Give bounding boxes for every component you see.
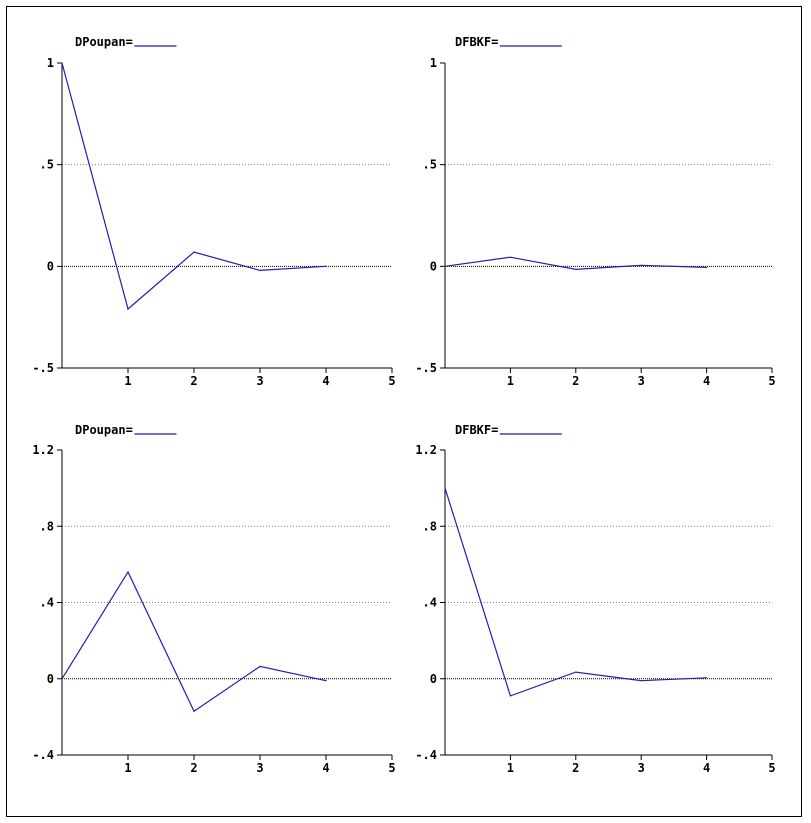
data-point [61,62,63,64]
data-point [706,266,708,268]
y-tick-label: 1.2 [32,443,54,457]
data-point [509,695,511,697]
x-tick-label: 1 [124,374,131,388]
x-tick-label: 3 [638,374,645,388]
data-point [706,677,708,679]
y-tick-label: 1 [430,56,437,70]
x-tick-label: 3 [256,761,263,775]
legend-label: DPoupan= [75,423,133,437]
data-point [127,308,129,310]
data-point [575,268,577,270]
data-point [444,265,446,267]
data-point [325,265,327,267]
figure-frame [6,6,802,817]
y-tick-label: 0 [430,672,437,686]
x-tick-label: 5 [768,374,775,388]
data-point [325,680,327,682]
y-tick-label: -.5 [32,361,54,375]
y-tick-label: 1 [47,56,54,70]
x-tick-label: 3 [638,761,645,775]
data-point [61,678,63,680]
x-tick-label: 3 [256,374,263,388]
chart-panel: 1 .5 0 -.5 1 2 3 4 5 DPoupan= [32,35,395,388]
y-tick-label: -.4 [415,748,437,762]
data-point [640,680,642,682]
x-tick-label: 1 [507,374,514,388]
x-tick-label: 5 [388,374,395,388]
x-tick-label: 5 [388,761,395,775]
series-line [61,570,327,713]
chart-panel: 1.2 .8 .4 0 -.4 1 2 3 4 5 DPoupan= [32,423,395,775]
y-tick-label: 1.2 [415,443,437,457]
series-line [61,62,327,311]
chart-panel: 1.2 .8 .4 0 -.4 1 2 3 4 5 DFBKF= [415,423,775,775]
x-tick-label: 2 [190,374,197,388]
data-point [193,251,195,253]
legend-label: DPoupan= [75,35,133,49]
data-point [259,269,261,271]
y-tick-label: .4 [40,596,54,610]
x-tick-label: 4 [322,374,329,388]
x-tick-label: 4 [322,761,329,775]
series-line [444,256,707,271]
data-point [127,571,129,573]
data-point [575,671,577,673]
y-tick-label: .5 [40,158,54,172]
y-tick-label: .8 [423,519,437,533]
x-tick-label: 2 [190,761,197,775]
data-point [640,264,642,266]
y-tick-label: 0 [47,672,54,686]
x-tick-label: 5 [768,761,775,775]
data-point [444,487,446,489]
y-tick-label: -.4 [32,748,54,762]
data-point [193,710,195,712]
y-tick-label: .4 [423,596,437,610]
legend-label: DFBKF= [455,35,498,49]
x-tick-label: 2 [572,761,579,775]
x-tick-label: 1 [507,761,514,775]
legend-label: DFBKF= [455,423,498,437]
x-tick-label: 4 [703,761,710,775]
y-tick-label: .8 [40,519,54,533]
x-tick-label: 2 [572,374,579,388]
data-point [509,256,511,258]
y-tick-label: -.5 [415,361,437,375]
y-tick-label: 0 [430,259,437,273]
y-tick-label: 0 [47,259,54,273]
series-line [444,487,707,697]
x-tick-label: 1 [124,761,131,775]
data-point [259,665,261,667]
chart-panel: 1 .5 0 -.5 1 2 3 4 5 DFBKF= [415,35,775,388]
y-tick-label: .5 [423,158,437,172]
x-tick-label: 4 [703,374,710,388]
